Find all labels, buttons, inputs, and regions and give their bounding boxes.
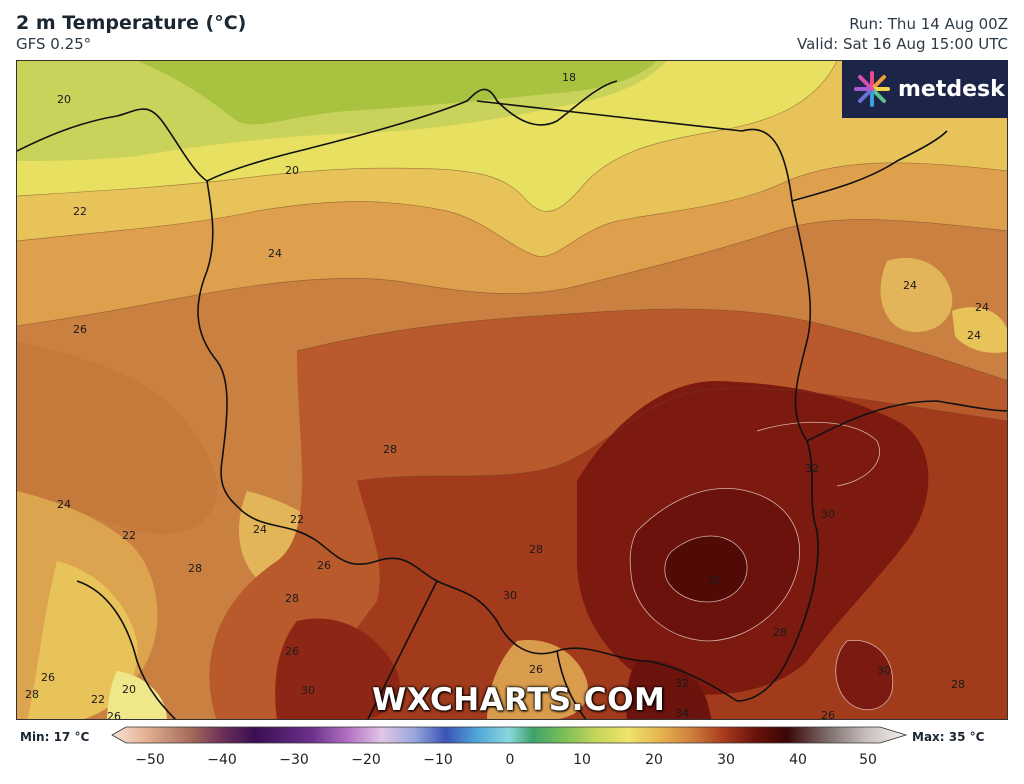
contour-label: 26 [317, 559, 331, 572]
header-left: 2 m Temperature (°C) GFS 0.25° [16, 12, 246, 54]
scale-ticks: −50 −40 −30 −20 −10 0 10 20 30 40 50 [135, 752, 877, 768]
fill-18 [137, 61, 657, 125]
legend-max-label: Max: 35 °C [912, 730, 985, 744]
fill-22sw [27, 561, 138, 719]
scale-tick: 10 [573, 752, 591, 768]
scale-bar [111, 726, 908, 744]
contour-label: 24 [253, 523, 267, 536]
contour-label: 28 [188, 562, 202, 575]
contour-label: 30 [877, 664, 891, 677]
contour-label: 28 [951, 678, 965, 691]
scale-tick: −20 [351, 752, 381, 768]
metdesk-logo: metdesk [842, 60, 1008, 118]
contour-label: 26 [107, 710, 121, 720]
fill-26s [487, 640, 588, 719]
contour-label: 26 [41, 671, 55, 684]
contour-label: 24 [967, 329, 981, 342]
header-right: Run: Thu 14 Aug 00Z Valid: Sat 16 Aug 15… [797, 14, 1008, 54]
contour-label: 32 [805, 462, 819, 475]
model-label: GFS 0.25° [16, 35, 92, 53]
contour-label: 22 [122, 529, 136, 542]
contour-labels: 20 18 20 22 24 24 24 24 26 24 22 24 22 2… [25, 71, 989, 720]
scale-tick: 40 [789, 752, 807, 768]
contour-label: 34 [675, 707, 689, 720]
contour-label: 26 [529, 663, 543, 676]
map-title: 2 m Temperature (°C) [16, 12, 247, 34]
scale-tick: −10 [423, 752, 453, 768]
fill-24e [880, 257, 953, 332]
contour-label: 28 [25, 688, 39, 701]
fill-33s [626, 660, 712, 719]
fill-34 [664, 536, 748, 602]
scale-tick: 50 [859, 752, 877, 768]
map-canvas: 20 18 20 22 24 24 24 24 26 24 22 24 22 2… [17, 61, 1007, 720]
fill-20sw [107, 671, 167, 719]
contour-label: 28 [383, 443, 397, 456]
scale-tick: −50 [135, 752, 165, 768]
contour-label: 24 [903, 279, 917, 292]
scale-tick: 20 [645, 752, 663, 768]
fill-32se [835, 640, 893, 710]
contour-label: 26 [285, 645, 299, 658]
borders [17, 80, 1007, 719]
contour-label: 30 [301, 684, 315, 697]
contour-label: 20 [122, 683, 136, 696]
scale-tick: 30 [717, 752, 735, 768]
contour-label: 24 [268, 247, 282, 260]
contour-label: 28 [529, 543, 543, 556]
contour-label: 26 [821, 709, 835, 720]
contour-label: 24 [975, 301, 989, 314]
contour-label: 20 [285, 164, 299, 177]
contour-label: 22 [290, 513, 304, 526]
temperature-map[interactable]: 20 18 20 22 24 24 24 24 26 24 22 24 22 2… [16, 60, 1008, 720]
watermark: WXCHARTS.COM [372, 682, 666, 718]
scale-tick: 0 [506, 752, 515, 768]
fill-24e2 [952, 307, 1007, 353]
contour-label: 32 [675, 677, 689, 690]
contour-label: 22 [91, 693, 105, 706]
color-scale-legend: −50 −40 −30 −20 −10 0 10 20 30 40 50 [111, 726, 908, 768]
fill-26w [17, 341, 218, 534]
contour-label: 30 [503, 589, 517, 602]
contour-lines [17, 61, 1007, 482]
contour-label: 20 [57, 93, 71, 106]
run-time: Run: Thu 14 Aug 00Z [849, 15, 1008, 33]
scale-tick: −30 [279, 752, 309, 768]
scale-tick: −40 [207, 752, 237, 768]
logo-text: metdesk [898, 76, 1005, 102]
contour-label: 30 [821, 508, 835, 521]
contour-label: 28 [285, 592, 299, 605]
contour-label: 22 [73, 205, 87, 218]
contour-label: 18 [562, 71, 576, 84]
starburst-icon [854, 71, 890, 107]
contour-label: 32 [707, 574, 721, 587]
contour-label: 28 [773, 626, 787, 639]
legend-min-label: Min: 17 °C [20, 730, 90, 744]
contour-label: 24 [57, 498, 71, 511]
valid-time: Valid: Sat 16 Aug 15:00 UTC [797, 35, 1008, 53]
contour-label: 26 [73, 323, 87, 336]
fill-30s [275, 618, 400, 719]
